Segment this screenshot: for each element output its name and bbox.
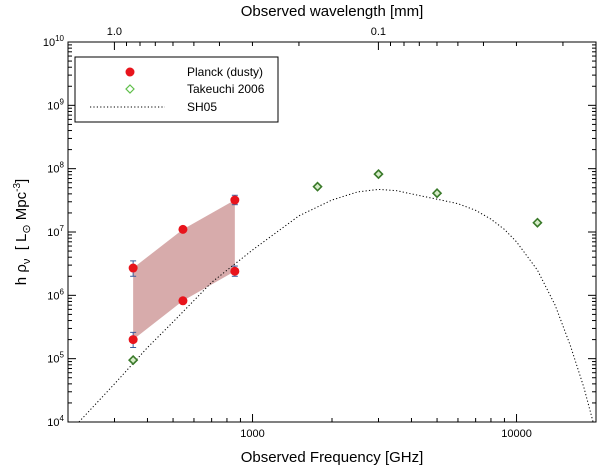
y-tick-label: 107 — [47, 224, 64, 239]
planck-point — [128, 263, 138, 273]
planck-point — [128, 335, 138, 345]
x2-axis-ticks: 1.0 0.1 — [107, 26, 564, 50]
x2-tick-label: 0.1 — [371, 26, 386, 38]
y-axis-title-exp: -3 — [12, 183, 23, 192]
y-axis-title-units-open: [ L — [13, 234, 30, 251]
y-tick-label: 105 — [47, 351, 64, 366]
y-axis-title-sun: ⊙ — [21, 224, 33, 233]
takeuchi-points — [128, 168, 543, 366]
legend-label-planck: Planck (dusty) — [187, 65, 263, 79]
x-axis-ticks: 1000 10000 — [67, 414, 597, 440]
legend-marker-takeuchi — [125, 84, 135, 94]
y-tick-label: 106 — [47, 287, 64, 302]
y-tick-label: 109 — [47, 97, 64, 112]
planck-point — [230, 266, 240, 276]
takeuchi-point — [373, 168, 384, 180]
y-axis-title-prefix: h ρ — [13, 264, 30, 285]
sh05-line — [78, 188, 594, 422]
legend-box — [74, 56, 279, 123]
legend-marker-planck — [125, 67, 135, 77]
planck-points — [128, 194, 240, 349]
takeuchi-point — [128, 354, 139, 366]
legend-label-takeuchi: Takeuchi 2006 — [187, 82, 265, 96]
y-axis-title-units-mid: Mpc — [13, 191, 30, 224]
legend: Planck (dusty) Takeuchi 2006 SH05 — [74, 56, 279, 123]
planck-band — [133, 200, 235, 340]
planck-point — [178, 224, 188, 234]
x-tick-label: 1000 — [240, 428, 264, 440]
y-tick-label: 104 — [47, 414, 64, 429]
legend-label-sh05: SH05 — [187, 100, 217, 114]
takeuchi-point — [532, 217, 543, 228]
y-axis-ticks: 104 105 106 107 108 109 1010 — [43, 34, 596, 429]
svg-text:h ρν [ L⊙ Mpc-3]: h ρν [ L⊙ Mpc-3] — [12, 179, 33, 285]
y-axis-title: h ρν [ L⊙ Mpc-3] — [12, 179, 33, 285]
x-tick-label: 10000 — [501, 428, 532, 440]
x-axis-title: Observed Frequency [GHz] — [241, 449, 424, 466]
planck-point — [178, 296, 188, 306]
planck-point — [230, 195, 240, 205]
y-axis-title-units-close: ] — [13, 179, 30, 183]
y-tick-label: 108 — [47, 161, 64, 176]
y-axis-title-sub: ν — [21, 258, 33, 264]
takeuchi-point — [431, 188, 443, 199]
x2-tick-label: 1.0 — [107, 26, 122, 38]
takeuchi-point — [312, 181, 323, 192]
y-tick-label: 1010 — [43, 34, 65, 49]
x2-axis-title: Observed wavelength [mm] — [241, 3, 424, 20]
